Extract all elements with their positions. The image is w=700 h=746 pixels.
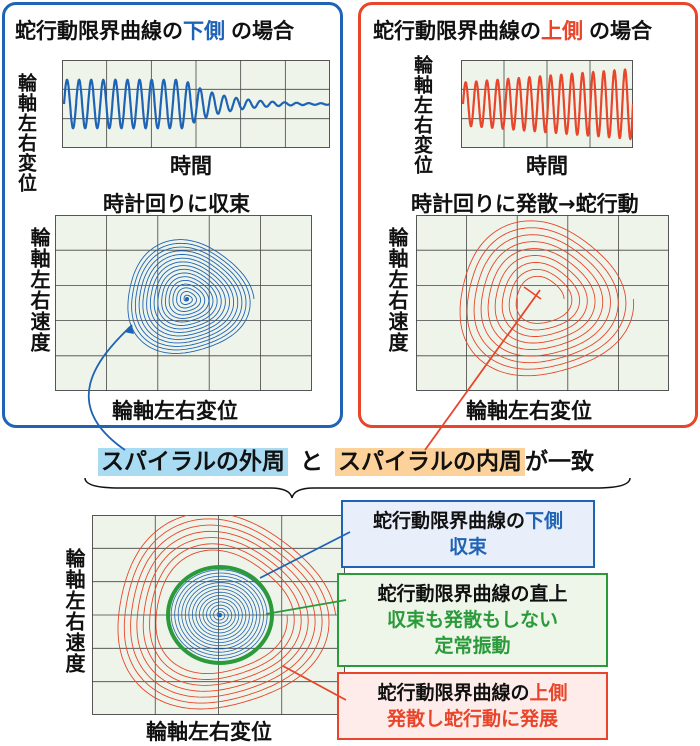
bottom-xlabel: 輪軸左右変位: [146, 720, 272, 744]
waveform-line: [62, 78, 330, 130]
box1-prefix: 蛇行動限界曲線の: [372, 510, 525, 532]
plot-background: [416, 215, 669, 391]
right-phase-title: 時計回りに発散→蛇行動: [411, 192, 639, 216]
curly-brace: [84, 477, 631, 499]
box2-line3: 定常振動: [434, 635, 511, 657]
right-title-suffix: の場合: [589, 19, 652, 43]
bottom-phase-plot: [92, 515, 345, 715]
left-phase-ylabel: 輪軸左右速度: [27, 227, 51, 353]
left-phase-xlabel: 輪軸左右変位: [112, 399, 238, 423]
box3-prefix: 蛇行動限界曲線の: [377, 682, 530, 704]
left-wave-plot: [62, 60, 330, 148]
box1-line2: 収束: [448, 536, 487, 558]
left-panel-title: 蛇行動限界曲線の下側 の場合: [15, 15, 294, 45]
right-title-prefix: 蛇行動限界曲線の: [373, 19, 541, 43]
box1-highlight: 下側: [525, 510, 564, 532]
limit-cycle-ellipse: [166, 565, 274, 665]
spiral-center: [218, 613, 222, 617]
right-wave-ylabel: 輪軸左右変位: [411, 55, 433, 175]
box2-line1: 蛇行動限界曲線の直上: [377, 583, 568, 605]
left-title-prefix: 蛇行動限界曲線の: [15, 19, 183, 43]
right-wave-xlabel: 時間: [526, 154, 568, 178]
left-title-suffix: の場合: [231, 19, 294, 43]
converging-spiral: [127, 239, 255, 354]
box3-line2: 発散し蛇行動に発展: [386, 708, 558, 730]
left-panel: 蛇行動限界曲線の下側 の場合 輪軸左右変位 時間 時計回りに収束 輪軸左右速度 輪…: [2, 2, 343, 428]
right-phase-xlabel: 輪軸左右変位: [466, 399, 592, 423]
middle-statement: スパイラルの外周 と スパイラルの内周 が一致: [98, 442, 594, 476]
right-wave-plot: [461, 60, 633, 148]
right-panel: 蛇行動限界曲線の上側 の場合 輪軸左右変位 時間 時計回りに発散→蛇行動 輪軸左右…: [358, 2, 698, 428]
spiral-center: [185, 297, 189, 301]
legend-box-above: 蛇行動限界曲線の上側 発散し蛇行動に発展: [337, 672, 608, 740]
right-panel-title: 蛇行動限界曲線の上側 の場合: [373, 15, 652, 45]
left-phase-title: 時計回りに収束: [103, 192, 250, 216]
right-title-highlight: 上側: [541, 19, 583, 43]
left-wave-xlabel: 時間: [170, 154, 212, 178]
left-wave-ylabel: 輪軸左右変位: [15, 73, 37, 193]
legend-box-on: 蛇行動限界曲線の直上 収束も発散もしない 定常振動: [337, 573, 608, 667]
inner-converging-spiral: [170, 569, 271, 659]
inner-label: スパイラルの内周: [335, 448, 526, 476]
right-phase-plot: [416, 215, 669, 391]
plot-background: [55, 215, 312, 391]
waveform-line: [461, 68, 633, 141]
suffix-text: が一致: [525, 449, 595, 475]
right-phase-ylabel: 輪軸左右速度: [385, 227, 409, 353]
bottom-ylabel: 輪軸左右速度: [62, 548, 86, 674]
outer-label: スパイラルの外周: [98, 448, 288, 476]
box2-line2: 収束も発散もしない: [386, 609, 558, 631]
connector-text: と: [300, 449, 324, 475]
left-phase-plot: [55, 215, 312, 391]
left-title-highlight: 下側: [183, 19, 225, 43]
legend-box-below: 蛇行動限界曲線の下側 収束: [341, 500, 595, 568]
box3-highlight: 上側: [529, 682, 568, 704]
